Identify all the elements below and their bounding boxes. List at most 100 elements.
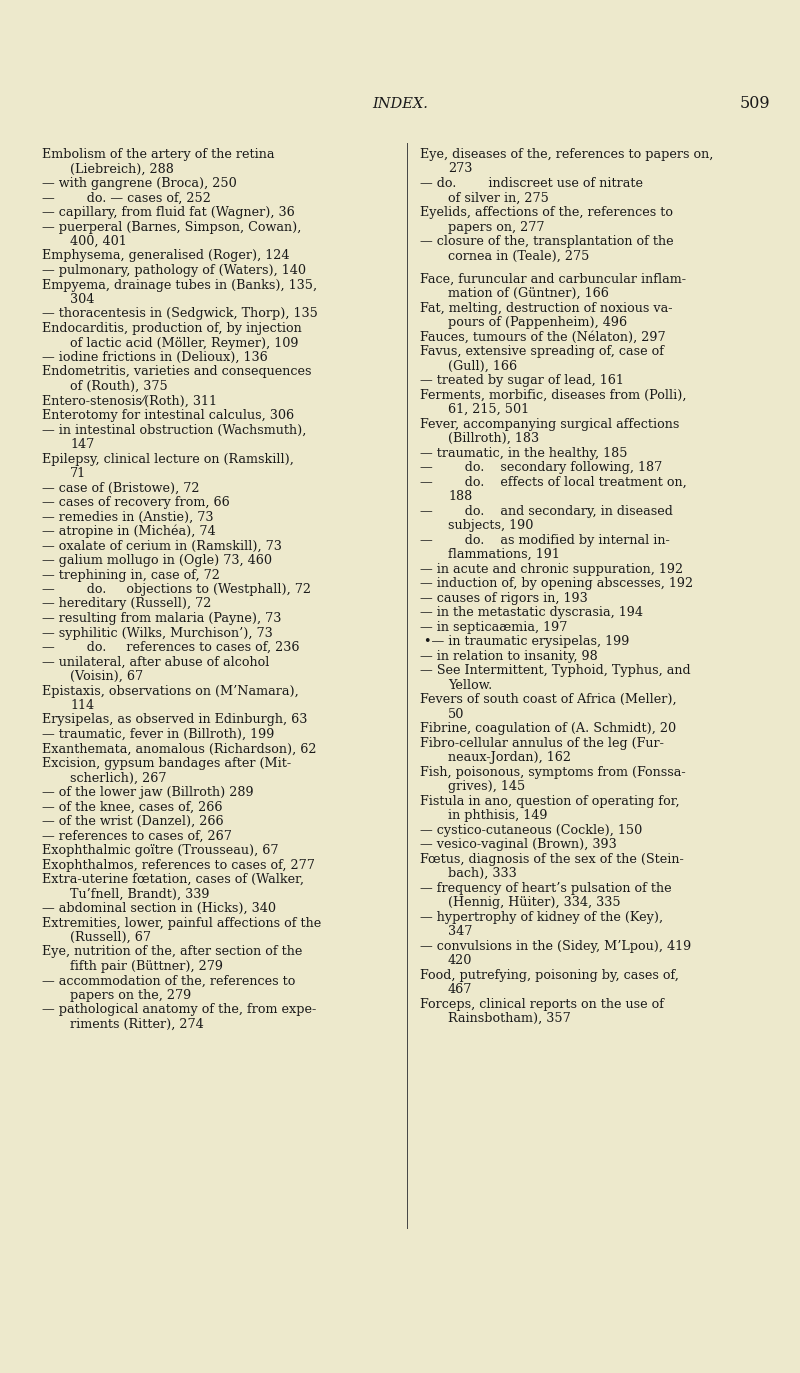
Text: — hereditary (Russell), 72: — hereditary (Russell), 72 — [42, 597, 211, 611]
Text: (Voisin), 67: (Voisin), 67 — [70, 670, 143, 682]
Text: — traumatic, in the healthy, 185: — traumatic, in the healthy, 185 — [420, 446, 627, 460]
Text: Exophthalmic goïtre (Trousseau), 67: Exophthalmic goïtre (Trousseau), 67 — [42, 844, 278, 857]
Text: papers on, 277: papers on, 277 — [448, 221, 545, 233]
Text: Extra-uterine fœtation, cases of (Walker,: Extra-uterine fœtation, cases of (Walker… — [42, 873, 304, 886]
Text: —        do.     objections to (Westphall), 72: — do. objections to (Westphall), 72 — [42, 584, 311, 596]
Text: — abdominal section in (Hicks), 340: — abdominal section in (Hicks), 340 — [42, 902, 276, 914]
Text: 114: 114 — [70, 699, 94, 713]
Text: — of the lower jaw (Billroth) 289: — of the lower jaw (Billroth) 289 — [42, 785, 254, 799]
Text: Eye, nutrition of the, after section of the: Eye, nutrition of the, after section of … — [42, 946, 302, 958]
Text: — puerperal (Barnes, Simpson, Cowan),: — puerperal (Barnes, Simpson, Cowan), — [42, 221, 302, 233]
Text: 147: 147 — [70, 438, 94, 450]
Text: Fibro-cellular annulus of the leg (Fur-: Fibro-cellular annulus of the leg (Fur- — [420, 737, 664, 750]
Text: (Liebreich), 288: (Liebreich), 288 — [70, 162, 174, 176]
Text: Exanthemata, anomalous (Richardson), 62: Exanthemata, anomalous (Richardson), 62 — [42, 743, 317, 755]
Text: Food, putrefying, poisoning by, cases of,: Food, putrefying, poisoning by, cases of… — [420, 969, 679, 982]
Text: — unilateral, after abuse of alcohol: — unilateral, after abuse of alcohol — [42, 655, 270, 669]
Text: (Billroth), 183: (Billroth), 183 — [448, 432, 539, 445]
Text: papers on the, 279: papers on the, 279 — [70, 989, 191, 1002]
Text: — in septicaæmia, 197: — in septicaæmia, 197 — [420, 621, 567, 634]
Text: Fœtus, diagnosis of the sex of the (Stein-: Fœtus, diagnosis of the sex of the (Stei… — [420, 853, 684, 866]
Text: Empyema, drainage tubes in (Banks), 135,: Empyema, drainage tubes in (Banks), 135, — [42, 279, 317, 291]
Text: Fistula in ano, question of operating for,: Fistula in ano, question of operating fo… — [420, 795, 680, 807]
Text: — references to cases of, 267: — references to cases of, 267 — [42, 829, 232, 843]
Text: — hypertrophy of kidney of the (Key),: — hypertrophy of kidney of the (Key), — [420, 910, 663, 924]
Text: — cases of recovery from, 66: — cases of recovery from, 66 — [42, 496, 230, 509]
Text: Endocarditis, production of, by injection: Endocarditis, production of, by injectio… — [42, 323, 302, 335]
Text: — pathological anatomy of the, from expe-: — pathological anatomy of the, from expe… — [42, 1004, 316, 1016]
Text: Favus, extensive spreading of, case of: Favus, extensive spreading of, case of — [420, 345, 664, 358]
Text: Epilepsy, clinical lecture on (Ramskill),: Epilepsy, clinical lecture on (Ramskill)… — [42, 453, 294, 465]
Text: — resulting from malaria (Payne), 73: — resulting from malaria (Payne), 73 — [42, 612, 282, 625]
Text: — do.        indiscreet use of nitrate: — do. indiscreet use of nitrate — [420, 177, 643, 189]
Text: — remedies in (Anstie), 73: — remedies in (Anstie), 73 — [42, 511, 214, 523]
Text: — trephining in, case of, 72: — trephining in, case of, 72 — [42, 568, 220, 582]
Text: Extremities, lower, painful affections of the: Extremities, lower, painful affections o… — [42, 917, 322, 930]
Text: — galium mollugo in (Ogle) 73, 460: — galium mollugo in (Ogle) 73, 460 — [42, 553, 272, 567]
Text: — treated by sugar of lead, 161: — treated by sugar of lead, 161 — [420, 375, 624, 387]
Text: — in relation to insanity, 98: — in relation to insanity, 98 — [420, 649, 598, 663]
Text: — iodine frictions in (Delioux), 136: — iodine frictions in (Delioux), 136 — [42, 351, 268, 364]
Text: Fibrine, coagulation of (A. Schmidt), 20: Fibrine, coagulation of (A. Schmidt), 20 — [420, 722, 676, 735]
Text: Fauces, tumours of the (Nélaton), 297: Fauces, tumours of the (Nélaton), 297 — [420, 331, 666, 343]
Text: neaux-Jordan), 162: neaux-Jordan), 162 — [448, 751, 571, 765]
Text: Endometritis, varieties and consequences: Endometritis, varieties and consequences — [42, 365, 311, 379]
Text: — capillary, from fluid fat (Wagner), 36: — capillary, from fluid fat (Wagner), 36 — [42, 206, 294, 220]
Text: fifth pair (Büttner), 279: fifth pair (Büttner), 279 — [70, 960, 223, 973]
Text: — oxalate of cerium in (Ramskill), 73: — oxalate of cerium in (Ramskill), 73 — [42, 540, 282, 552]
Text: — in acute and chronic suppuration, 192: — in acute and chronic suppuration, 192 — [420, 563, 683, 575]
Text: Excision, gypsum bandages after (Mit-: Excision, gypsum bandages after (Mit- — [42, 757, 291, 770]
Text: Rainsbotham), 357: Rainsbotham), 357 — [448, 1012, 570, 1026]
Text: — with gangrene (Broca), 250: — with gangrene (Broca), 250 — [42, 177, 237, 189]
Text: (Russell), 67: (Russell), 67 — [70, 931, 151, 945]
Text: riments (Ritter), 274: riments (Ritter), 274 — [70, 1017, 204, 1031]
Text: Erysipelas, as observed in Edinburgh, 63: Erysipelas, as observed in Edinburgh, 63 — [42, 714, 307, 726]
Text: 61, 215, 501: 61, 215, 501 — [448, 404, 529, 416]
Text: Eyelids, affections of the, references to: Eyelids, affections of the, references t… — [420, 206, 673, 220]
Text: scherlich), 267: scherlich), 267 — [70, 772, 166, 784]
Text: Yellow.: Yellow. — [448, 678, 492, 692]
Text: — atropine in (Michéa), 74: — atropine in (Michéa), 74 — [42, 524, 216, 538]
Text: — induction of, by opening abscesses, 192: — induction of, by opening abscesses, 19… — [420, 577, 693, 590]
Text: — cystico-cutaneous (Cockle), 150: — cystico-cutaneous (Cockle), 150 — [420, 824, 642, 836]
Text: 509: 509 — [739, 95, 770, 113]
Text: Exophthalmos, references to cases of, 277: Exophthalmos, references to cases of, 27… — [42, 858, 315, 872]
Text: Face, furuncular and carbuncular inflam-: Face, furuncular and carbuncular inflam- — [420, 273, 686, 286]
Text: Emphysema, generalised (Roger), 124: Emphysema, generalised (Roger), 124 — [42, 250, 290, 262]
Text: — frequency of heart’s pulsation of the: — frequency of heart’s pulsation of the — [420, 881, 672, 895]
Text: — of the wrist (Danzel), 266: — of the wrist (Danzel), 266 — [42, 816, 224, 828]
Text: — closure of the, transplantation of the: — closure of the, transplantation of the — [420, 235, 674, 249]
Text: — causes of rigors in, 193: — causes of rigors in, 193 — [420, 592, 588, 604]
Text: Fish, poisonous, symptoms from (Fonssa-: Fish, poisonous, symptoms from (Fonssa- — [420, 766, 686, 778]
Text: — syphilitic (Wilks, Murchison’), 73: — syphilitic (Wilks, Murchison’), 73 — [42, 626, 273, 640]
Text: pours of (Pappenheim), 496: pours of (Pappenheim), 496 — [448, 316, 627, 330]
Text: (Hennig, Hüiter), 334, 335: (Hennig, Hüiter), 334, 335 — [448, 897, 621, 909]
Text: 71: 71 — [70, 467, 86, 481]
Text: in phthisis, 149: in phthisis, 149 — [448, 809, 547, 822]
Text: Epistaxis, observations on (M’Namara),: Epistaxis, observations on (M’Namara), — [42, 685, 298, 697]
Text: of silver in, 275: of silver in, 275 — [448, 191, 549, 205]
Text: Forceps, clinical reports on the use of: Forceps, clinical reports on the use of — [420, 998, 664, 1011]
Text: — traumatic, fever in (Billroth), 199: — traumatic, fever in (Billroth), 199 — [42, 728, 274, 741]
Text: of lactic acid (Möller, Reymer), 109: of lactic acid (Möller, Reymer), 109 — [70, 336, 298, 350]
Text: Fever, accompanying surgical affections: Fever, accompanying surgical affections — [420, 417, 679, 431]
Text: flammations, 191: flammations, 191 — [448, 548, 560, 562]
Text: —        do.    as modified by internal in-: — do. as modified by internal in- — [420, 534, 670, 546]
Text: —        do. — cases of, 252: — do. — cases of, 252 — [42, 191, 211, 205]
Text: 188: 188 — [448, 490, 472, 503]
Text: 400, 401: 400, 401 — [70, 235, 126, 249]
Text: Enterotomy for intestinal calculus, 306: Enterotomy for intestinal calculus, 306 — [42, 409, 294, 422]
Text: 50: 50 — [448, 707, 464, 721]
Text: — pulmonary, pathology of (Waters), 140: — pulmonary, pathology of (Waters), 140 — [42, 264, 306, 277]
Text: of (Routh), 375: of (Routh), 375 — [70, 380, 168, 393]
Text: — in the metastatic dyscrasia, 194: — in the metastatic dyscrasia, 194 — [420, 607, 643, 619]
Text: Embolism of the artery of the retina: Embolism of the artery of the retina — [42, 148, 274, 161]
Text: — of the knee, cases of, 266: — of the knee, cases of, 266 — [42, 800, 222, 813]
Text: — thoracentesis in (Sedgwick, Thorp), 135: — thoracentesis in (Sedgwick, Thorp), 13… — [42, 308, 318, 320]
Text: 273: 273 — [448, 162, 472, 176]
Text: — See Intermittent, Typhoid, Typhus, and: — See Intermittent, Typhoid, Typhus, and — [420, 665, 690, 677]
Text: — case of (Bristowe), 72: — case of (Bristowe), 72 — [42, 482, 199, 494]
Text: —        do.     references to cases of, 236: — do. references to cases of, 236 — [42, 641, 299, 654]
Text: —        do.    effects of local treatment on,: — do. effects of local treatment on, — [420, 475, 686, 489]
Text: 467: 467 — [448, 983, 472, 997]
